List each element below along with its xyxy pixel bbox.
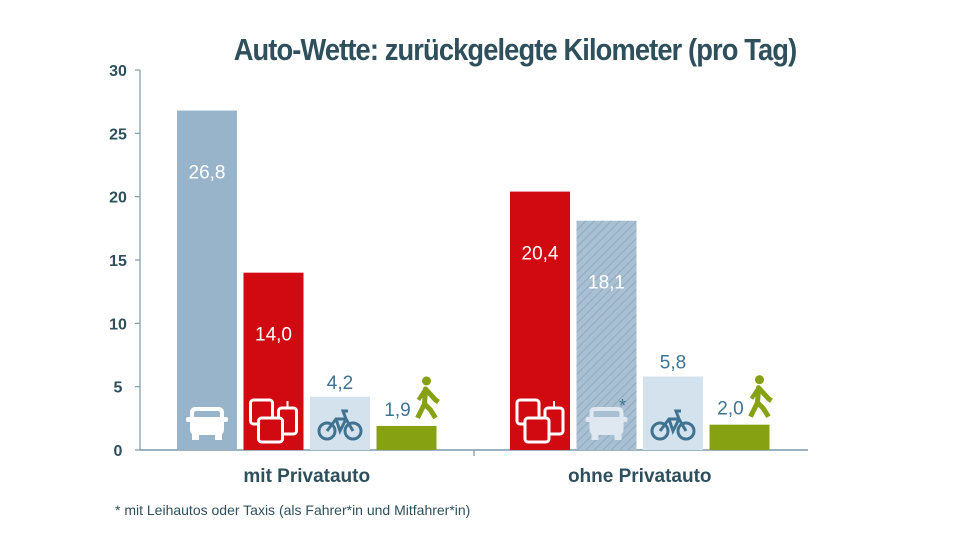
data-label: 20,4: [522, 244, 559, 265]
y-tick-label: 10: [109, 316, 127, 333]
car-wheel: [215, 434, 222, 440]
car-mirrors: [186, 417, 228, 422]
bicycle-icon: [650, 409, 696, 441]
data-label: 4,2: [327, 373, 353, 394]
bus2-outline: [523, 416, 551, 444]
wheel: [343, 421, 363, 441]
pedestrian-icon: [415, 376, 440, 420]
bar-car: [177, 110, 237, 451]
chart-title: Auto-Wette: zurückgelegte Kilometer (pro…: [233, 32, 798, 67]
car-wheel: [591, 434, 599, 440]
arm: [416, 387, 428, 402]
car-icon: [186, 407, 228, 440]
bar-bike: [310, 396, 370, 450]
bus-tram-icon: [249, 398, 298, 444]
car-wheel: [192, 434, 199, 440]
frame: [658, 417, 688, 432]
bicycle-icon: [317, 409, 363, 441]
frame: [667, 409, 681, 435]
bar-walk: [376, 425, 437, 450]
bar-group: 26,8 14,0 4,2 1,9 mit Privatauto: [177, 110, 440, 487]
data-label: 18,1: [588, 273, 625, 294]
arm: [749, 386, 761, 400]
data-label: 26,8: [189, 163, 226, 184]
head: [422, 376, 431, 386]
y-tick-label: 25: [109, 126, 127, 143]
bus-tram-icon: [515, 398, 565, 444]
y-tick-label: 15: [109, 253, 127, 270]
leg: [755, 400, 771, 418]
bar-bike: [643, 376, 703, 450]
bus2-outline: [257, 416, 284, 444]
frame: [325, 417, 355, 432]
data-label: 14,0: [255, 325, 292, 346]
wheel: [317, 421, 337, 441]
head: [755, 375, 764, 385]
wheel: [676, 421, 696, 441]
data-label: 5,8: [660, 353, 686, 374]
y-tick-label: 0: [114, 443, 123, 460]
x-category-label: mit Privatauto: [243, 466, 370, 487]
y-tick-label: 30: [109, 63, 127, 80]
bar-group: 20,4 18,1 * 5,8 2,0 ohne Privatauto: [510, 191, 773, 487]
data-label: 1,9: [384, 400, 410, 421]
y-tick-label: 20: [109, 190, 127, 207]
frame: [334, 409, 348, 435]
car-wheel: [614, 434, 622, 440]
footnote-marker: *: [619, 396, 626, 416]
footnote: * mit Leihautos oder Taxis (als Fahrer*i…: [115, 502, 471, 518]
x-category-label: ohne Privatauto: [568, 466, 712, 487]
leg: [422, 402, 438, 420]
bar-walk: [709, 424, 770, 450]
car-icon: [585, 407, 628, 440]
wheel: [650, 421, 670, 441]
y-tick-label: 5: [114, 380, 123, 397]
car-mirrors: [585, 417, 628, 422]
pedestrian-icon: [748, 375, 773, 418]
data-label: 2,0: [717, 399, 743, 420]
